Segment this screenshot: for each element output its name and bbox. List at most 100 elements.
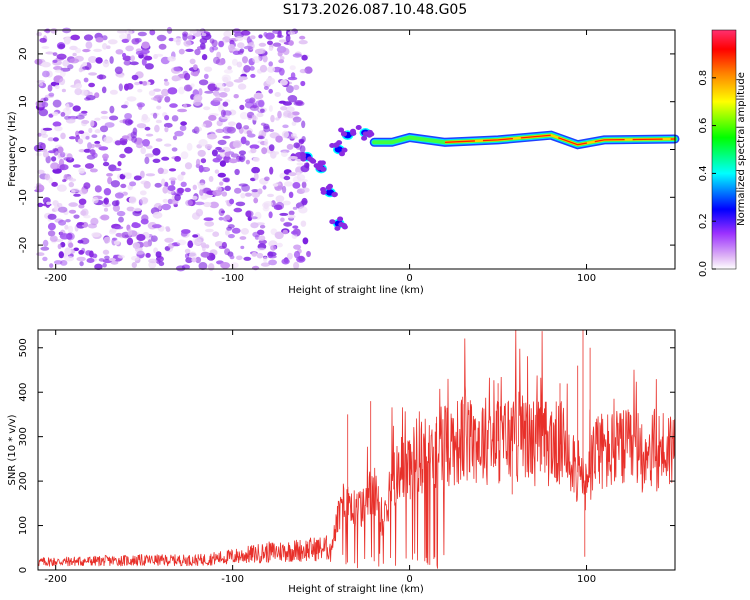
- noise-blob: [231, 227, 241, 234]
- noise-blob: [221, 191, 228, 197]
- noise-blob: [167, 243, 175, 249]
- noise-blob: [102, 43, 108, 50]
- noise-blob: [58, 206, 68, 213]
- noise-blob: [274, 185, 283, 192]
- noise-blob: [177, 174, 184, 182]
- noise-blob: [87, 142, 92, 150]
- noise-blob: [265, 32, 275, 40]
- noise-blob: [116, 210, 126, 217]
- noise-blob: [171, 147, 178, 152]
- noise-blob: [140, 218, 149, 225]
- noise-blob: [118, 216, 124, 223]
- noise-blob: [209, 201, 220, 209]
- noise-blob: [301, 181, 307, 189]
- spectrogram-x-ticks: -200 -100 0 100: [44, 30, 596, 284]
- noise-blob: [262, 185, 267, 190]
- noise-blob: [268, 259, 277, 266]
- noise-blob: [258, 99, 265, 108]
- noise-blob: [90, 143, 95, 149]
- noise-blob: [167, 198, 173, 205]
- noise-blob: [121, 104, 128, 109]
- noise-blob: [260, 122, 266, 126]
- noise-blob: [174, 194, 181, 201]
- noise-blob: [107, 176, 113, 185]
- colorbar-label: Normalized spectral amplitude: [736, 72, 747, 226]
- noise-blob: [145, 133, 154, 137]
- colorbar-tick-label: 0.6: [698, 118, 709, 134]
- noise-blob: [184, 253, 190, 259]
- noise-blob: [57, 243, 62, 250]
- noise-blob: [142, 139, 150, 147]
- snr-x-ticks: -200 -100 0 100: [44, 330, 596, 585]
- y-tick-label: 400: [18, 383, 29, 402]
- noise-blob: [243, 65, 251, 73]
- noise-blob: [108, 258, 116, 262]
- noise-blob: [264, 176, 270, 182]
- noise-blob: [111, 200, 119, 207]
- noise-blob: [123, 60, 132, 66]
- noise-blob: [289, 65, 296, 71]
- noise-blob: [52, 148, 59, 152]
- noise-blob: [232, 140, 242, 149]
- noise-blob: [47, 213, 57, 220]
- noise-blob: [68, 209, 77, 214]
- noise-blob: [270, 114, 275, 123]
- noise-blob: [194, 201, 205, 206]
- noise-blob: [110, 180, 120, 188]
- noise-blob: [303, 162, 310, 168]
- noise-blob: [217, 149, 225, 153]
- noise-blob: [221, 241, 227, 249]
- noise-blob: [41, 46, 50, 49]
- noise-blob: [180, 171, 186, 176]
- noise-blob: [193, 64, 198, 71]
- noise-blob: [118, 83, 123, 92]
- noise-blob: [256, 247, 266, 251]
- noise-blob: [291, 111, 300, 116]
- colorbar-tick-label: 0.8: [698, 70, 709, 86]
- noise-blob: [77, 222, 85, 226]
- noise-blob: [258, 34, 263, 39]
- noise-blob: [225, 229, 230, 236]
- noise-blob: [142, 81, 148, 86]
- noise-blob: [278, 100, 287, 104]
- noise-blob: [72, 164, 81, 168]
- noise-blob: [77, 239, 84, 244]
- noise-blob: [95, 37, 104, 43]
- noise-blob: [140, 170, 145, 179]
- noise-blob: [204, 90, 214, 94]
- ridge-scatter: [329, 143, 336, 148]
- noise-blob: [69, 58, 80, 64]
- noise-blob: [42, 150, 49, 158]
- noise-blob: [79, 261, 84, 267]
- noise-blob: [88, 56, 98, 63]
- noise-blob: [113, 240, 120, 246]
- noise-blob: [197, 149, 206, 157]
- noise-blob: [201, 54, 208, 61]
- noise-blob: [37, 202, 44, 208]
- noise-blob: [301, 54, 308, 61]
- noise-blob: [233, 207, 243, 213]
- noise-blob: [212, 189, 222, 197]
- noise-blob: [136, 234, 146, 241]
- noise-blob: [148, 258, 158, 264]
- noise-blob: [274, 151, 279, 155]
- noise-blob: [102, 153, 109, 160]
- noise-blob: [282, 185, 287, 194]
- noise-blob: [56, 53, 67, 60]
- ridge-scatter: [368, 131, 375, 137]
- noise-blob: [225, 81, 234, 88]
- noise-blob: [161, 88, 169, 97]
- noise-blob: [73, 214, 80, 219]
- noise-blob: [195, 256, 202, 264]
- noise-blob: [47, 230, 56, 237]
- noise-blob: [286, 143, 294, 150]
- noise-blob: [218, 208, 225, 216]
- noise-blob: [252, 56, 261, 63]
- noise-blob: [85, 135, 90, 140]
- noise-blob: [70, 34, 80, 41]
- noise-blob: [193, 94, 203, 103]
- ridge-scatter: [341, 147, 348, 153]
- y-tick-label: 0: [18, 146, 29, 152]
- noise-blob: [36, 252, 45, 256]
